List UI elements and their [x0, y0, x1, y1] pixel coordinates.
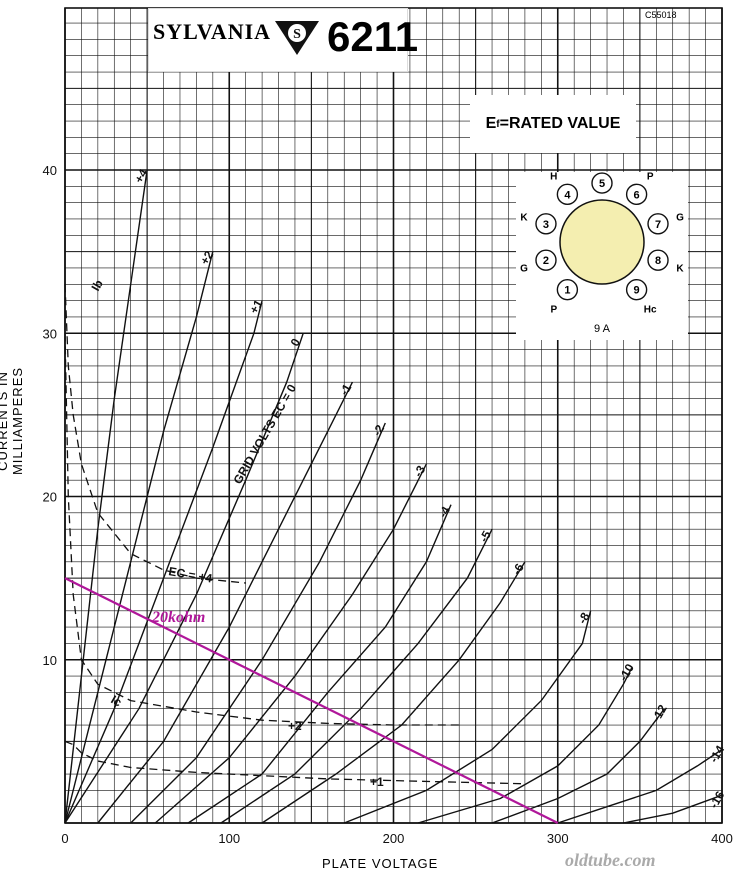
curve-label: +4	[132, 166, 151, 185]
grid-current-curve	[64, 740, 525, 785]
plate-curve	[343, 610, 592, 824]
pin-circle	[535, 213, 557, 235]
note-e: E	[485, 115, 497, 132]
pin-label: H	[550, 172, 557, 183]
plate-curve	[491, 708, 666, 824]
pin-label: K	[676, 263, 684, 274]
pin-label: K	[520, 213, 528, 224]
watermark: oldtube.com	[565, 850, 656, 870]
curve-label: -10	[616, 661, 637, 683]
plate-curve	[417, 667, 633, 824]
pin-number: 5	[599, 178, 605, 190]
pin-circle	[556, 278, 579, 301]
y-tick-label: 30	[43, 326, 57, 341]
curve-label: 0	[288, 336, 304, 349]
tube-base-icon	[559, 199, 645, 285]
pin-label: G	[520, 263, 528, 274]
plate-curve	[623, 794, 723, 824]
pin-circle	[647, 213, 669, 235]
sylvania-logo-icon: S	[275, 21, 319, 55]
plate-curve	[64, 251, 214, 824]
pin-label: P	[550, 304, 557, 315]
x-tick-label: 100	[218, 831, 240, 846]
pin-number: 8	[655, 255, 661, 267]
chart-annotation: Ic	[109, 692, 125, 709]
plate-curve	[187, 504, 452, 824]
note-rest: =RATED VALUE	[499, 115, 621, 132]
tube-type: 6211	[327, 13, 419, 60]
plate-curve	[261, 561, 526, 824]
pin-circle	[591, 172, 613, 194]
brand-name: SYLVANIA	[153, 19, 272, 44]
x-tick-label: 200	[383, 831, 405, 846]
pin-number: 3	[543, 219, 549, 231]
y-tick-label: 10	[43, 653, 57, 668]
curve-label: -14	[706, 743, 727, 765]
curve-label: -16	[706, 788, 727, 810]
plate-curve	[154, 463, 428, 824]
plate-curve	[97, 381, 354, 824]
chart-annotation: Ib	[88, 277, 105, 293]
chart-annotation: EC = +4	[167, 564, 213, 585]
plate-curve	[64, 333, 304, 824]
grid-current-curve	[64, 284, 246, 584]
drawing-code: C55018	[645, 10, 677, 20]
pinout-diagram: 1P2G3K4H5H6P7G8K9Hc 9 A	[516, 156, 688, 340]
note-sub: f	[496, 118, 500, 130]
pin-number: 1	[564, 285, 570, 297]
load-line	[64, 577, 559, 824]
pin-circle	[535, 249, 557, 271]
grid-volts-label: GRID VOLTS EC = 0	[230, 382, 299, 487]
sylvania-header: SYLVANIA S 6211	[148, 8, 418, 72]
plate-curve	[557, 748, 723, 824]
pin-circle	[625, 183, 648, 206]
pin-number: 9	[634, 285, 640, 297]
pin-label: Hc	[644, 304, 657, 315]
y-tick-label: 20	[43, 490, 57, 505]
pin-number: 4	[564, 189, 571, 201]
curve-label: +2	[197, 248, 216, 267]
pin-number: 6	[634, 189, 640, 201]
x-tick-label: 300	[547, 831, 569, 846]
plate-curve	[64, 300, 263, 824]
x-tick-label: 0	[61, 831, 68, 846]
pin-number: 2	[543, 255, 549, 267]
pin-label: P	[647, 172, 654, 183]
plate-curve	[64, 169, 148, 824]
plate-curve	[220, 528, 493, 824]
x-axis-title: PLATE VOLTAGE	[322, 856, 439, 871]
chart-annotation: +2	[288, 719, 302, 733]
load-line-label: 20kohm	[151, 609, 205, 626]
plate-curve	[130, 422, 386, 824]
curve-label: +1	[247, 297, 266, 316]
logo-letter: S	[293, 27, 301, 42]
pin-label: G	[676, 213, 684, 224]
pin-circle	[625, 278, 648, 301]
pin-number: 7	[655, 219, 661, 231]
chart-annotation: +1	[370, 775, 384, 789]
y-axis-title: CURRENTS IN MILLIAMPERES	[0, 366, 25, 476]
pinout-caption: 9 A	[594, 323, 611, 335]
grid-current-curve	[64, 333, 460, 726]
x-tick-label: 400	[711, 831, 733, 846]
y-tick-label: 40	[43, 163, 57, 178]
pin-circle	[647, 249, 669, 271]
pinout-svg: 1P2G3K4H5H6P7G8K9Hc 9 A	[520, 156, 684, 335]
curve-label: -12	[649, 702, 670, 724]
pin-circle	[556, 183, 579, 206]
